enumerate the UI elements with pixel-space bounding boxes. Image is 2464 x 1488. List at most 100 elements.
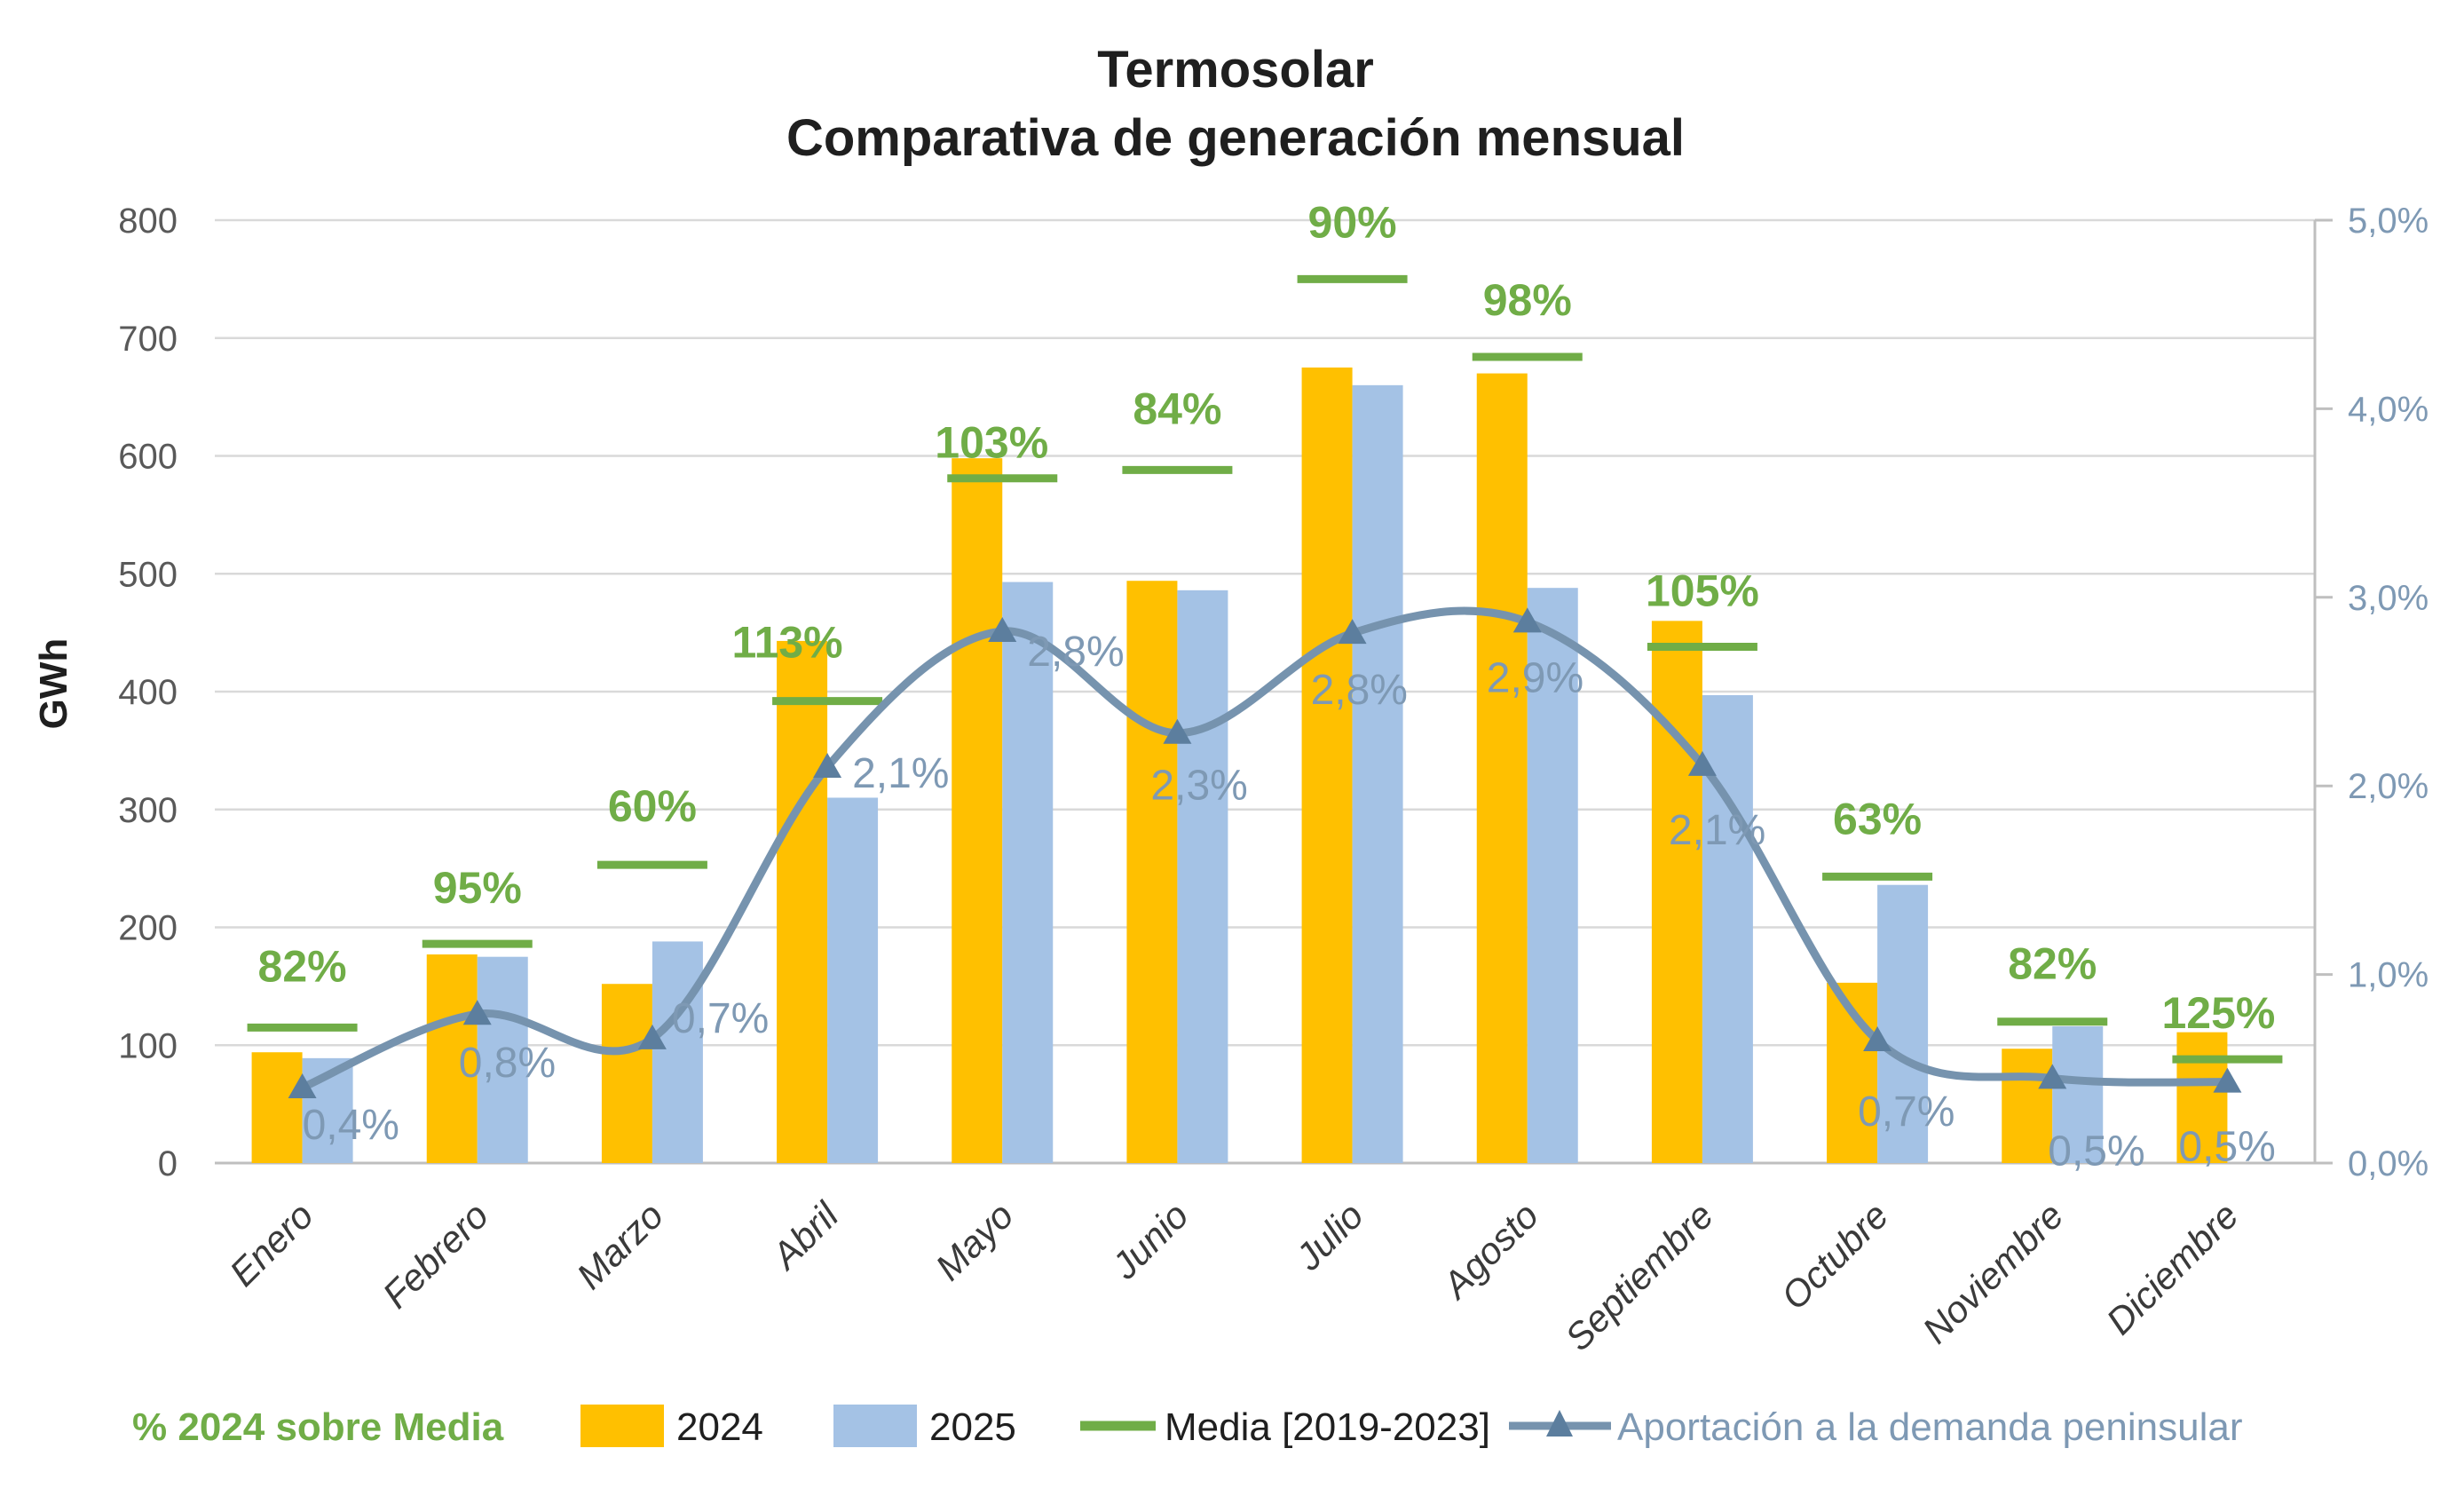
bar-2024-Julio (1301, 367, 1353, 1163)
bar-2025-Abril (827, 797, 879, 1163)
left-axis-tick-800: 800 (118, 202, 178, 241)
pct-sobre-media-label-Septiembre: 105% (1646, 566, 1759, 616)
chart-title-line1: Termosolar (1097, 41, 1374, 99)
right-axis-tick-0,0%: 0,0% (2348, 1144, 2428, 1183)
legend-label-2025: 2025 (929, 1405, 1016, 1449)
pct-sobre-media-label-Enero: 82% (258, 941, 347, 991)
aportacion-label-Marzo: 0,7% (672, 995, 769, 1042)
bar-2024-Agosto (1476, 373, 1528, 1163)
right-axis-tick-4,0%: 4,0% (2348, 390, 2428, 429)
left-axis-tick-0: 0 (158, 1144, 178, 1183)
aportacion-label-Agosto: 2,9% (1487, 654, 1583, 701)
x-label-Agosto: Agosto (1433, 1194, 1546, 1308)
media-tick-lines (247, 274, 2283, 1064)
right-axis-tick-2,0%: 2,0% (2348, 767, 2428, 806)
left-axis-tick-500: 500 (118, 555, 178, 594)
x-label-Septiembre: Septiembre (1557, 1194, 1721, 1358)
legend-swatch-2025 (833, 1405, 917, 1447)
aportacion-label-Diciembre: 0,5% (2178, 1124, 2275, 1171)
bar-2025-Octubre (1877, 884, 1929, 1163)
bar-2025-Noviembre (2052, 1026, 2104, 1163)
right-axis-tick-3,0%: 3,0% (2348, 579, 2428, 618)
bar-2024-Junio (1126, 581, 1178, 1163)
legend-label-media: Media [2019-2023] (1165, 1405, 1490, 1449)
aportacion-marker-Febrero (462, 1000, 492, 1025)
left-axis-tick-100: 100 (118, 1026, 178, 1065)
aportacion-label-Junio: 2,3% (1150, 763, 1247, 810)
legend: % 2024 sobre Media 2024 2025 Media [2019… (132, 1405, 2242, 1449)
aportacion-label-Julio: 2,8% (1311, 667, 1408, 714)
aportacion-line-series (288, 606, 2242, 1099)
aportacion-marker-Noviembre (2038, 1064, 2067, 1089)
legend-swatch-2024 (580, 1405, 664, 1447)
x-label-Octubre: Octubre (1773, 1194, 1897, 1318)
aportacion-marker-Enero (288, 1073, 317, 1099)
left-axis-tick-700: 700 (118, 320, 178, 359)
left-axis-tick-600: 600 (118, 438, 178, 477)
pct-sobre-media-label-Julio: 90% (1308, 197, 1397, 247)
bar-2025-Junio (1177, 590, 1228, 1163)
x-label-Marzo: Marzo (569, 1194, 672, 1297)
pct-sobre-media-label-Abril: 113% (732, 618, 843, 668)
bar-2024-Mayo (952, 458, 1003, 1163)
aportacion-label-Octubre: 0,7% (1858, 1088, 1955, 1136)
x-label-Noviembre: Noviembre (1915, 1194, 2072, 1351)
x-label-Julio: Julio (1287, 1194, 1371, 1278)
pct-sobre-media-label-Diciembre: 125% (2161, 988, 2275, 1038)
pct-sobre-media-label-Junio: 84% (1133, 384, 1221, 433)
bar-2024-Febrero (426, 954, 478, 1163)
x-label-Abril: Abril (762, 1193, 848, 1278)
aportacion-label-Abril: 2,1% (852, 750, 949, 797)
aportacion-marker-Diciembre (2213, 1067, 2242, 1093)
aportacion-marker-Mayo (988, 617, 1017, 643)
aportacion-marker-Septiembre (1687, 750, 1717, 776)
aportacion-marker-Junio (1163, 718, 1192, 744)
x-label-Junio: Junio (1103, 1194, 1196, 1287)
bar-2025-Marzo (652, 941, 703, 1163)
x-label-Mayo: Mayo (928, 1194, 1022, 1288)
x-axis-labels: Enero Febrero Marzo Abril Mayo Junio Julio Agos… (221, 1193, 2246, 1358)
left-axis-tick-400: 400 (118, 673, 178, 712)
aportacion-label-Mayo: 2,8% (1027, 629, 1124, 676)
right-axis-tick-5,0%: 5,0% (2348, 202, 2428, 241)
left-axis-tick-300: 300 (118, 791, 178, 830)
bar-2024-Diciembre (2176, 1032, 2228, 1163)
bar-2024-Enero (251, 1052, 303, 1163)
legend-label-2024: 2024 (676, 1405, 763, 1449)
legend-label-aportacion: Aportación a la demanda peninsular (1617, 1405, 2242, 1449)
bar-2024-Marzo (601, 984, 652, 1163)
aportacion-label-Noviembre: 0,5% (2048, 1128, 2144, 1175)
right-axis-tick-1,0%: 1,0% (2348, 956, 2428, 995)
x-label-Febrero: Febrero (375, 1194, 496, 1316)
chart-title-line2: Comparativa de generación mensual (786, 109, 1685, 167)
bar-2025-Agosto (1527, 588, 1578, 1163)
aportacion-line (298, 606, 2231, 1092)
aportacion-marker-Octubre (1863, 1025, 1892, 1051)
aportacion-label-Septiembre: 2,1% (1669, 807, 1765, 854)
bar-2024-Septiembre (1651, 621, 1702, 1163)
x-label-Enero: Enero (221, 1194, 320, 1294)
bar-series (251, 367, 2228, 1164)
pct-sobre-media-label-Marzo: 60% (608, 781, 697, 831)
axis-lines-and-ticks: 800 700 600 500 400 300 200 100 0 5,0% 4,0% 3,0% 2,0… (118, 202, 2428, 1183)
pct-sobre-media-label-Febrero: 95% (433, 863, 522, 913)
data-labels: 82% 95% 60% 113% 103% 84% 90% 98% 105% 63% 82% 125%… (258, 197, 2276, 1175)
bar-2025-Mayo (1002, 582, 1054, 1163)
pct-sobre-media-label-Noviembre: 82% (2008, 939, 2097, 989)
aportacion-marker-Agosto (1512, 607, 1542, 633)
bar-2025-Julio (1352, 384, 1403, 1164)
legend-swatch-aportacion-marker-icon (1546, 1410, 1573, 1437)
bar-2024-Abril (777, 640, 828, 1163)
legend-note-pct-sobre-media: % 2024 sobre Media (132, 1405, 504, 1449)
y-axis-unit-label: GWh (32, 638, 75, 730)
aportacion-marker-Julio (1338, 619, 1367, 645)
left-axis-tick-200: 200 (118, 909, 178, 948)
pct-sobre-media-label-Agosto: 98% (1483, 275, 1572, 325)
aportacion-marker-Marzo (637, 1024, 667, 1049)
bar-2025-Febrero (477, 956, 528, 1163)
gridlines (215, 218, 2315, 1047)
pct-sobre-media-label-Mayo: 103% (935, 418, 1048, 468)
aportacion-marker-Abril (813, 752, 842, 778)
